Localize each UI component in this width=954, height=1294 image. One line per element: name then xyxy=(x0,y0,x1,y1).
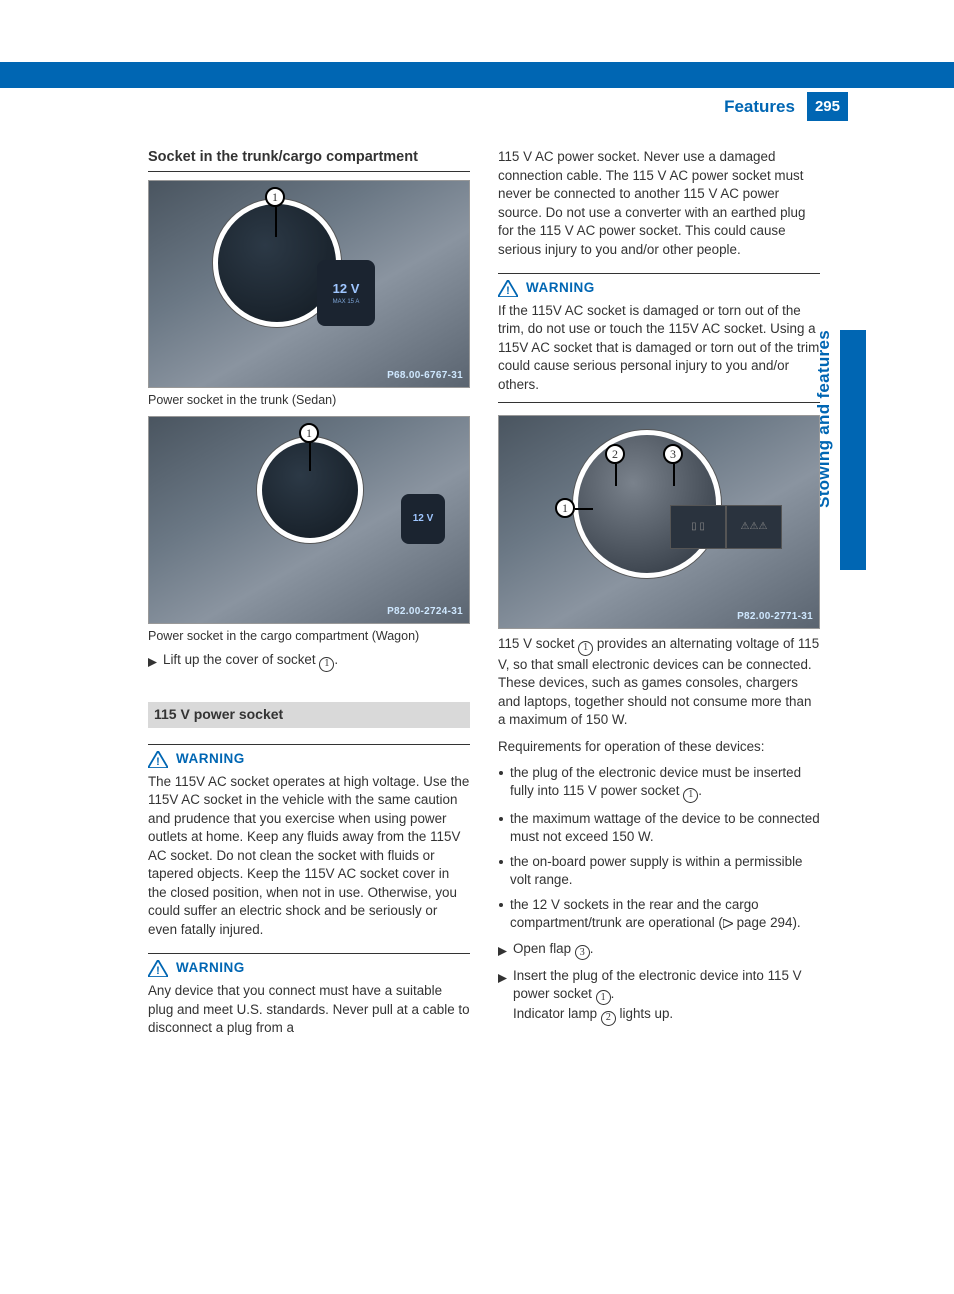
step-marker-icon xyxy=(498,940,507,961)
text: . xyxy=(334,652,338,667)
list-item: the on-board power supply is within a pe… xyxy=(498,853,820,889)
heading-socket-trunk: Socket in the trunk/cargo compartment xyxy=(148,148,470,166)
step-text: Lift up the cover of socket 1. xyxy=(163,651,338,672)
text: . xyxy=(698,783,702,798)
ref-num-1: 1 xyxy=(596,990,611,1005)
continuation-text: 115 V AC power socket. Never use a damag… xyxy=(498,148,820,259)
callout-marker-1: 1 xyxy=(299,423,319,443)
warning-label: WARNING xyxy=(526,279,595,298)
warning-icon: ! xyxy=(148,751,168,768)
step-open-flap: Open flap 3. xyxy=(498,940,820,961)
socket-voltage: 12 V xyxy=(333,280,360,298)
step-text: Open flap 3. xyxy=(513,940,594,961)
side-tab xyxy=(840,330,866,570)
step-insert-plug: Insert the plug of the electronic device… xyxy=(498,967,820,1026)
callout-marker-1: 1 xyxy=(265,187,285,207)
callout-marker-1: 1 xyxy=(555,498,575,518)
figure-id: P68.00-6767-31 xyxy=(387,369,463,383)
callout-line xyxy=(615,464,617,486)
socket-panel: ▯ ▯ ⚠⚠⚠ xyxy=(670,505,782,549)
step-text: Insert the plug of the electronic device… xyxy=(513,967,820,1026)
caption-fig2: Power socket in the cargo compartment (W… xyxy=(148,628,470,646)
callout-line xyxy=(673,464,675,486)
right-column: 115 V AC power socket. Never use a damag… xyxy=(498,148,820,1038)
socket-plate: 12 V MAX 15 A xyxy=(317,260,375,326)
section-heading-115v: 115 V power socket xyxy=(148,702,470,728)
callout-circle: 12 V MAX 15 A xyxy=(213,199,341,327)
paragraph-requirements-intro: Requirements for operation of these devi… xyxy=(498,738,820,757)
content-area: Socket in the trunk/cargo compartment 12… xyxy=(148,148,820,1038)
text: Lift up the cover of socket xyxy=(163,652,319,667)
socket-voltage: 12 V xyxy=(413,512,434,526)
svg-text:!: ! xyxy=(506,285,510,297)
ref-num-1: 1 xyxy=(683,788,698,803)
text: lights up. xyxy=(616,1006,673,1021)
ref-num-1: 1 xyxy=(578,641,593,656)
warning-text-2: Any device that you connect must have a … xyxy=(148,982,470,1038)
figure-id: P82.00-2724-31 xyxy=(387,605,463,619)
warning-icon: ! xyxy=(498,280,518,297)
paragraph-115v-desc: 115 V socket 1 provides an alternating v… xyxy=(498,635,820,730)
warning-label: WARNING xyxy=(176,750,245,769)
text: page 294). xyxy=(733,915,801,930)
list-item: the 12 V sockets in the rear and the car… xyxy=(498,896,820,932)
warning-text-3: If the 115V AC socket is damaged or torn… xyxy=(498,302,820,404)
page-number: 295 xyxy=(807,92,848,121)
figure-id: P82.00-2771-31 xyxy=(737,610,813,624)
text: Insert the plug of the electronic device… xyxy=(513,968,802,1001)
warning-text-1: The 115V AC socket operates at high volt… xyxy=(148,773,470,940)
text: . xyxy=(590,941,594,956)
warning-icon: ! xyxy=(148,960,168,977)
socket-plate: 12 V xyxy=(401,494,445,544)
text: . xyxy=(611,986,615,1001)
step-lift-cover: Lift up the cover of socket 1. xyxy=(148,651,470,672)
ref-num-3: 3 xyxy=(575,945,590,960)
callout-circle: ▯ ▯ ⚠⚠⚠ xyxy=(573,430,721,578)
section-title: Features xyxy=(724,95,795,119)
list-item: the plug of the electronic device must b… xyxy=(498,764,820,803)
warning-header: ! WARNING xyxy=(148,744,470,769)
header-color-bar xyxy=(0,62,954,88)
text: the 12 V sockets in the rear and the car… xyxy=(510,897,759,930)
svg-text:!: ! xyxy=(156,965,160,977)
warning-label: WARNING xyxy=(176,959,245,978)
caption-fig1: Power socket in the trunk (Sedan) xyxy=(148,392,470,410)
page-ref-icon xyxy=(723,919,733,928)
step-marker-icon xyxy=(148,651,157,672)
socket-max: MAX 15 A xyxy=(333,298,360,306)
text: Open flap xyxy=(513,941,575,956)
figure-cargo-wagon: 12 V 1 P82.00-2724-31 xyxy=(148,416,470,624)
requirements-list: the plug of the electronic device must b… xyxy=(498,764,820,939)
step-marker-icon xyxy=(498,967,507,1026)
svg-text:!: ! xyxy=(156,756,160,768)
text: Indicator lamp xyxy=(513,1006,601,1021)
outlet-slot: ▯ ▯ xyxy=(670,505,726,549)
ref-num-2: 2 xyxy=(601,1011,616,1026)
ref-num-1: 1 xyxy=(319,657,334,672)
text: the plug of the electronic device must b… xyxy=(510,765,801,798)
figure-115v-socket: ▯ ▯ ⚠⚠⚠ 1 2 3 P82.00-2771-31 xyxy=(498,415,820,629)
list-item: the maximum wattage of the device to be … xyxy=(498,810,820,846)
warning-header: ! WARNING xyxy=(148,953,470,978)
text: 115 V socket xyxy=(498,636,578,651)
callout-line xyxy=(575,508,593,510)
figure-trunk-sedan: 12 V MAX 15 A 1 P68.00-6767-31 xyxy=(148,180,470,388)
heading-rule xyxy=(148,171,470,172)
callout-line xyxy=(309,443,311,471)
warning-label-plate: ⚠⚠⚠ xyxy=(726,505,782,549)
callout-line xyxy=(275,207,277,237)
page-header: Features 295 xyxy=(724,92,848,121)
warning-header: ! WARNING xyxy=(498,273,820,298)
left-column: Socket in the trunk/cargo compartment 12… xyxy=(148,148,470,1038)
